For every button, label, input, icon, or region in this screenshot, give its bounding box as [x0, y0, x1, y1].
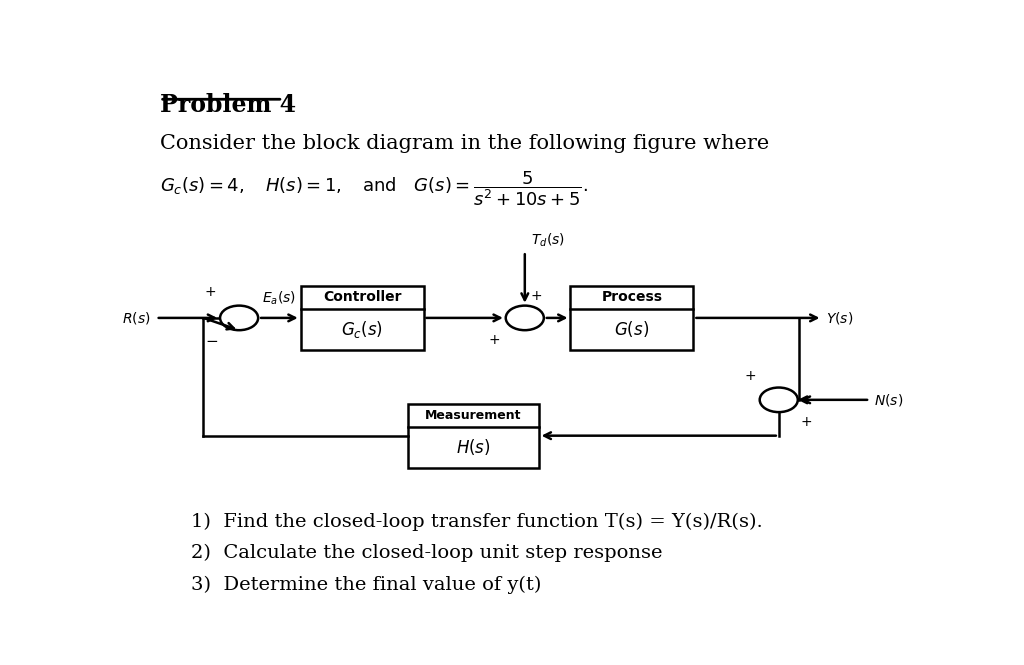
Text: $G_c(s)$: $G_c(s)$ [341, 319, 383, 340]
Text: 1)  Find the closed-loop transfer function T(s) = Y(s)/R(s).: 1) Find the closed-loop transfer functio… [191, 513, 763, 531]
Text: Process: Process [601, 291, 663, 305]
Text: $N(s)$: $N(s)$ [873, 392, 903, 408]
Circle shape [760, 388, 798, 412]
Text: +: + [801, 415, 813, 429]
Text: Consider the block diagram in the following figure where: Consider the block diagram in the follow… [160, 134, 769, 152]
Text: $G(s)$: $G(s)$ [614, 319, 649, 339]
Text: Controller: Controller [323, 291, 401, 305]
Text: $T_d(s)$: $T_d(s)$ [531, 231, 565, 249]
Text: +: + [488, 332, 500, 346]
Text: Measurement: Measurement [425, 409, 521, 422]
Text: $R(s)$: $R(s)$ [122, 310, 151, 326]
Text: $G_c(s) = 4, \quad H(s) = 1, \quad \mathrm{and} \quad G(s) = \dfrac{5}{s^2 + 10s: $G_c(s) = 4, \quad H(s) = 1, \quad \math… [160, 170, 588, 208]
Text: −: − [205, 334, 218, 349]
Text: 3)  Determine the final value of y(t): 3) Determine the final value of y(t) [191, 576, 542, 595]
Text: +: + [744, 370, 756, 384]
Text: $Y(s)$: $Y(s)$ [826, 310, 854, 326]
Circle shape [220, 306, 258, 331]
Text: +: + [205, 285, 216, 299]
Text: +: + [530, 289, 542, 303]
Text: 2)  Calculate the closed-loop unit step response: 2) Calculate the closed-loop unit step r… [191, 544, 663, 563]
Bar [570, 286, 693, 350]
Text: $H(s)$: $H(s)$ [456, 437, 490, 458]
Bar [408, 404, 539, 467]
Text: Problem 4: Problem 4 [160, 92, 296, 116]
Bar [301, 286, 424, 350]
Circle shape [506, 306, 544, 331]
Text: $E_a(s)$: $E_a(s)$ [262, 289, 296, 307]
